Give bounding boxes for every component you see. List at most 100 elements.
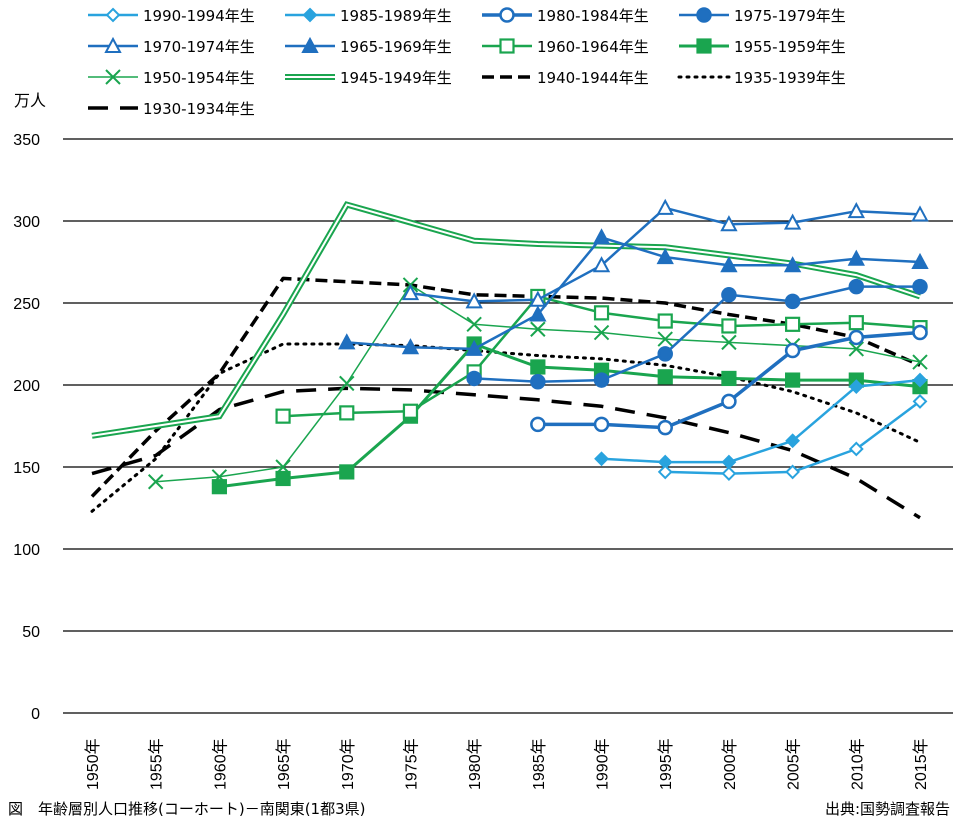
legend-label: 1955-1959年生 — [734, 38, 846, 56]
y-tick-label: 0 — [31, 706, 40, 723]
data-point — [592, 256, 611, 273]
data-point — [656, 198, 674, 215]
gridlines — [63, 138, 953, 714]
data-point — [912, 393, 928, 409]
data-point — [592, 228, 611, 245]
legend-item: 1965-1969年生 — [285, 36, 452, 56]
legend-item: 1930-1934年生 — [88, 100, 255, 118]
data-point — [912, 278, 928, 295]
legend-label: 1950-1954年生 — [143, 69, 255, 87]
data-point — [912, 372, 928, 388]
legend-marker — [696, 7, 712, 23]
data-point — [848, 441, 864, 457]
legend-item: 1970-1974年生 — [88, 36, 255, 56]
data-point — [911, 252, 929, 269]
data-point — [465, 292, 483, 309]
x-tick-label: 2015年 — [912, 738, 930, 790]
x-tick-label: 1950年 — [84, 738, 102, 790]
data-point — [656, 247, 674, 265]
legend-marker — [696, 38, 712, 54]
x-tick-label: 1995年 — [657, 738, 675, 790]
data-point — [721, 318, 737, 334]
legend-item: 1935-1939年生 — [677, 69, 846, 87]
data-point — [785, 316, 801, 332]
series-line — [90, 342, 922, 513]
series-line — [90, 276, 921, 498]
data-point — [848, 341, 865, 357]
data-point — [339, 375, 355, 392]
data-point — [785, 372, 801, 388]
data-point — [847, 202, 865, 219]
legend-marker — [104, 36, 122, 53]
x-tick-label: 1980年 — [466, 738, 484, 790]
data-point — [848, 315, 864, 331]
data-point — [721, 287, 737, 303]
series-layer — [90, 198, 929, 520]
legend-marker — [105, 69, 121, 85]
series-1935-1939年生 — [90, 342, 922, 513]
x-tick-label: 1960年 — [211, 738, 229, 790]
data-point — [530, 321, 546, 337]
data-point — [721, 370, 737, 387]
y-axis-unit-label: 万人 — [14, 91, 46, 110]
x-tick-label: 2010年 — [848, 738, 866, 790]
x-tick-label: 1990年 — [594, 738, 612, 790]
legend-item: 1945-1949年生 — [285, 69, 452, 87]
legend-marker — [105, 7, 121, 23]
data-point — [783, 256, 802, 273]
data-point — [657, 346, 673, 362]
series-1965-1969年生 — [338, 228, 929, 356]
series-line — [346, 236, 921, 351]
data-point — [912, 354, 928, 370]
series-line — [219, 342, 921, 489]
data-point — [657, 331, 673, 347]
data-point — [848, 278, 865, 295]
series-1970-1974年生 — [401, 198, 929, 309]
series-line — [91, 386, 921, 520]
legend-item: 1985-1989年生 — [285, 7, 452, 25]
data-point — [402, 403, 419, 419]
y-tick-label: 50 — [22, 624, 40, 641]
x-tick-label: 2005年 — [785, 738, 803, 790]
data-point — [529, 290, 547, 307]
data-point — [465, 339, 483, 356]
y-tick-label: 200 — [13, 378, 40, 395]
series-1990-1994年生 — [657, 393, 928, 481]
legend-item: 1980-1984年生 — [482, 7, 649, 25]
data-point — [784, 342, 801, 359]
data-point — [657, 419, 673, 436]
legend-marker — [301, 36, 319, 53]
series-1940-1944年生 — [90, 276, 921, 498]
data-point — [275, 408, 291, 424]
data-point — [466, 370, 482, 387]
y-tick-label: 300 — [13, 214, 40, 231]
legend-label: 1980-1984年生 — [537, 7, 649, 25]
legend-marker — [302, 7, 318, 23]
data-point — [912, 324, 928, 341]
data-point — [848, 379, 864, 395]
legend-item: 1990-1994年生 — [88, 7, 255, 25]
series-line — [601, 378, 921, 464]
data-point — [401, 338, 420, 355]
x-axis-tick-labels: 1950年 1955年 1960年 1965年 1970年 1975年 1980年 1985年… — [84, 738, 930, 790]
data-point — [657, 313, 673, 329]
data-point — [785, 464, 801, 480]
data-point — [147, 474, 164, 490]
legend-label: 1990-1994年生 — [143, 7, 255, 25]
data-point — [657, 369, 673, 385]
data-point — [338, 333, 356, 350]
legend-label: 1930-1934年生 — [143, 100, 255, 118]
x-tick-label: 1985年 — [530, 738, 548, 790]
legend-item: 1940-1944年生 — [482, 69, 649, 87]
y-tick-label: 150 — [13, 460, 40, 477]
data-point — [530, 373, 546, 390]
data-point — [720, 256, 738, 273]
legend-label: 1975-1979年生 — [734, 7, 846, 25]
legend-item: 1950-1954年生 — [88, 69, 255, 87]
data-point — [721, 393, 737, 410]
series-1985-1989年生 — [594, 372, 928, 470]
legend-label: 1985-1989年生 — [340, 7, 452, 25]
series-1960-1964年生 — [275, 288, 928, 424]
series-line — [474, 285, 920, 383]
legend-label: 1935-1939年生 — [734, 69, 846, 87]
